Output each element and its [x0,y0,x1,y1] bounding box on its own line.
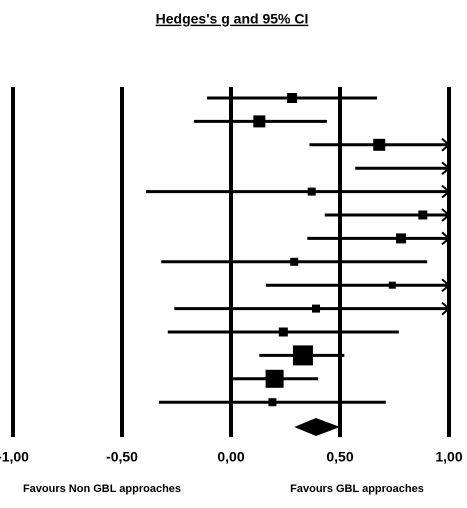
point-estimate [388,281,396,289]
point-estimate [312,304,321,313]
ci-arrow [441,231,451,246]
point-estimate [287,93,298,103]
x-tick-label: -0,50 [106,449,138,465]
x-tick-label: 1,00 [435,449,462,465]
chart-title: Hedges's g and 95% CI [156,11,309,27]
point-estimate [268,398,277,407]
point-estimate [396,233,407,244]
ci-arrow [441,301,451,316]
point-estimate [292,345,313,366]
summary-diamond [294,418,340,436]
point-estimate [253,115,266,128]
ci-arrow [441,278,451,292]
point-estimate [418,210,428,220]
ci-arrow [441,184,451,199]
annotation: Favours Non GBL approaches [23,483,181,495]
point-estimate [265,369,284,388]
x-tick-label: -1,00 [0,449,29,465]
x-tick-label: 0,00 [217,449,244,465]
point-estimate [290,257,299,266]
x-tick-label: 0,50 [326,449,353,465]
point-estimate [278,327,288,337]
ci-arrow [441,208,451,222]
ci-arrow [441,161,451,175]
ci-arrow [441,138,451,152]
annotation: Favours GBL approaches [290,483,424,495]
point-estimate [307,187,316,196]
point-estimate [373,138,386,151]
